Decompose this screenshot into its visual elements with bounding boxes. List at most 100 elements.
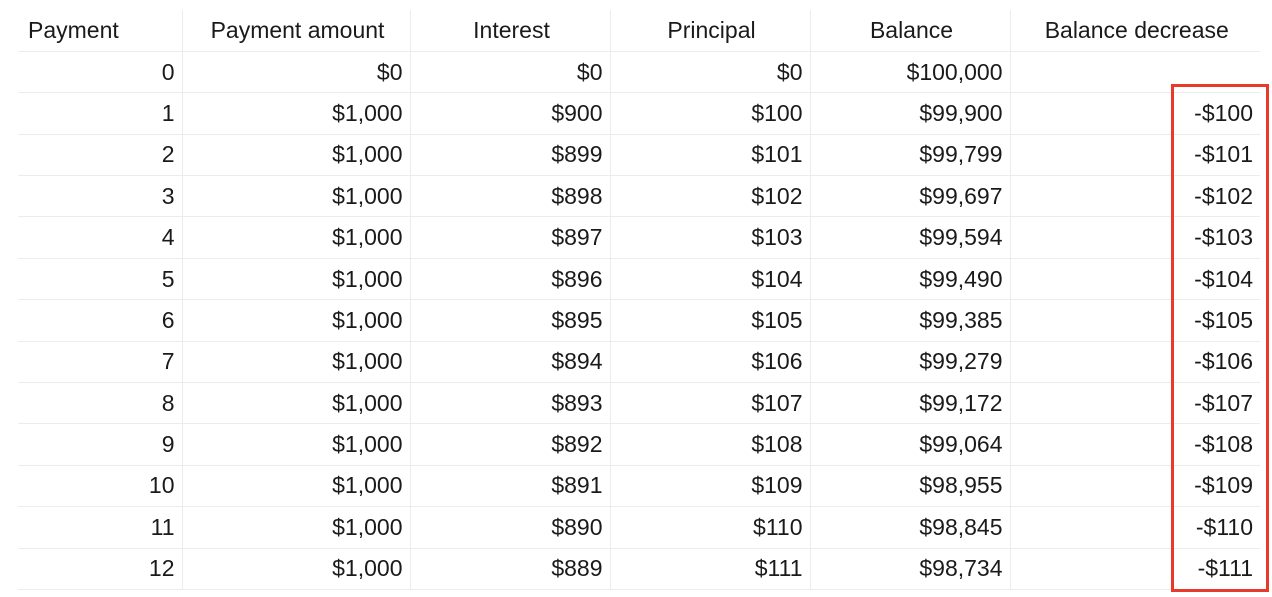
balance-decrease-cell: -$100 xyxy=(1010,92,1260,135)
table-row: 7 $1,000 $894 $106 $99,279 -$106 xyxy=(18,341,1260,384)
interest-cell: $896 xyxy=(410,258,611,301)
principal-cell: $105 xyxy=(610,299,811,342)
payment-amount-cell: $1,000 xyxy=(182,506,411,549)
payment-cell: 3 xyxy=(18,175,183,218)
interest-cell: $894 xyxy=(410,341,611,384)
balance-cell: $99,064 xyxy=(810,423,1011,466)
balance-decrease-cell: -$111 xyxy=(1010,548,1260,590)
balance-cell: $99,900 xyxy=(810,92,1011,135)
balance-cell: $98,734 xyxy=(810,548,1011,590)
principal-cell: $108 xyxy=(610,423,811,466)
table-row: 4 $1,000 $897 $103 $99,594 -$103 xyxy=(18,216,1260,259)
principal-cell: $106 xyxy=(610,341,811,384)
payment-amount-cell: $1,000 xyxy=(182,134,411,177)
header-interest: Interest xyxy=(410,10,611,52)
payment-cell: 1 xyxy=(18,92,183,135)
payment-cell: 12 xyxy=(18,548,183,590)
table-body: 0 $0 $0 $0 $100,000 1 $1,000 $900 $100 $99,900 -$1… xyxy=(18,51,1260,590)
payment-amount-cell: $1,000 xyxy=(182,465,411,508)
principal-cell: $103 xyxy=(610,216,811,259)
balance-decrease-cell: -$110 xyxy=(1010,506,1260,549)
header-balance: Balance xyxy=(810,10,1011,52)
principal-cell: $102 xyxy=(610,175,811,218)
payment-amount-cell: $1,000 xyxy=(182,258,411,301)
interest-cell: $0 xyxy=(410,51,611,94)
interest-cell: $890 xyxy=(410,506,611,549)
payment-cell: 4 xyxy=(18,216,183,259)
payment-amount-cell: $1,000 xyxy=(182,92,411,135)
balance-decrease-cell: -$103 xyxy=(1010,216,1260,259)
interest-cell: $899 xyxy=(410,134,611,177)
balance-decrease-cell: -$109 xyxy=(1010,465,1260,508)
payment-amount-cell: $1,000 xyxy=(182,341,411,384)
payment-amount-cell: $1,000 xyxy=(182,548,411,590)
payment-cell: 6 xyxy=(18,299,183,342)
table-row: 0 $0 $0 $0 $100,000 xyxy=(18,51,1260,94)
principal-cell: $100 xyxy=(610,92,811,135)
balance-decrease-cell: -$108 xyxy=(1010,423,1260,466)
balance-cell: $98,845 xyxy=(810,506,1011,549)
balance-cell: $99,697 xyxy=(810,175,1011,218)
principal-cell: $104 xyxy=(610,258,811,301)
interest-cell: $895 xyxy=(410,299,611,342)
balance-cell: $99,172 xyxy=(810,382,1011,425)
balance-cell: $99,799 xyxy=(810,134,1011,177)
table-row: 1 $1,000 $900 $100 $99,900 -$100 xyxy=(18,92,1260,135)
payment-amount-cell: $1,000 xyxy=(182,216,411,259)
balance-cell: $99,279 xyxy=(810,341,1011,384)
balance-decrease-cell: -$104 xyxy=(1010,258,1260,301)
balance-decrease-cell: -$107 xyxy=(1010,382,1260,425)
payment-amount-cell: $1,000 xyxy=(182,299,411,342)
payment-amount-cell: $0 xyxy=(182,51,411,94)
payment-cell: 5 xyxy=(18,258,183,301)
table-row: 9 $1,000 $892 $108 $99,064 -$108 xyxy=(18,423,1260,466)
interest-cell: $893 xyxy=(410,382,611,425)
payment-cell: 8 xyxy=(18,382,183,425)
header-row: Payment Payment amount Interest Principa… xyxy=(18,10,1260,52)
balance-decrease-cell: -$101 xyxy=(1010,134,1260,177)
payment-cell: 2 xyxy=(18,134,183,177)
balance-cell: $99,490 xyxy=(810,258,1011,301)
principal-cell: $109 xyxy=(610,465,811,508)
table-header: Payment Payment amount Interest Principa… xyxy=(18,10,1260,52)
principal-cell: $0 xyxy=(610,51,811,94)
header-payment-amount: Payment amount xyxy=(182,10,411,52)
payment-cell: 9 xyxy=(18,423,183,466)
table-row: 6 $1,000 $895 $105 $99,385 -$105 xyxy=(18,299,1260,342)
table-row: 3 $1,000 $898 $102 $99,697 -$102 xyxy=(18,175,1260,218)
payment-amount-cell: $1,000 xyxy=(182,382,411,425)
balance-cell: $99,385 xyxy=(810,299,1011,342)
payment-cell: 10 xyxy=(18,465,183,508)
table-row: 2 $1,000 $899 $101 $99,799 -$101 xyxy=(18,134,1260,177)
interest-cell: $891 xyxy=(410,465,611,508)
interest-cell: $897 xyxy=(410,216,611,259)
balance-cell: $98,955 xyxy=(810,465,1011,508)
balance-cell: $100,000 xyxy=(810,51,1011,94)
payment-cell: 0 xyxy=(18,51,183,94)
balance-decrease-cell: -$106 xyxy=(1010,341,1260,384)
interest-cell: $900 xyxy=(410,92,611,135)
balance-decrease-cell: -$105 xyxy=(1010,299,1260,342)
payment-amount-cell: $1,000 xyxy=(182,175,411,218)
principal-cell: $101 xyxy=(610,134,811,177)
table-row: 5 $1,000 $896 $104 $99,490 -$104 xyxy=(18,258,1260,301)
interest-cell: $898 xyxy=(410,175,611,218)
payment-cell: 11 xyxy=(18,506,183,549)
principal-cell: $107 xyxy=(610,382,811,425)
balance-cell: $99,594 xyxy=(810,216,1011,259)
payment-cell: 7 xyxy=(18,341,183,384)
payment-amount-cell: $1,000 xyxy=(182,423,411,466)
principal-cell: $110 xyxy=(610,506,811,549)
header-balance-decrease: Balance decrease xyxy=(1010,10,1260,52)
amortization-table: Payment Payment amount Interest Principa… xyxy=(18,10,1260,590)
table-row: 8 $1,000 $893 $107 $99,172 -$107 xyxy=(18,382,1260,425)
table-row: 12 $1,000 $889 $111 $98,734 -$111 xyxy=(18,548,1260,590)
principal-cell: $111 xyxy=(610,548,811,590)
table-row: 10 $1,000 $891 $109 $98,955 -$109 xyxy=(18,465,1260,508)
header-principal: Principal xyxy=(610,10,811,52)
balance-decrease-cell: -$102 xyxy=(1010,175,1260,218)
balance-decrease-cell xyxy=(1010,51,1260,94)
table-row: 11 $1,000 $890 $110 $98,845 -$110 xyxy=(18,506,1260,549)
header-payment: Payment xyxy=(18,10,183,52)
interest-cell: $892 xyxy=(410,423,611,466)
